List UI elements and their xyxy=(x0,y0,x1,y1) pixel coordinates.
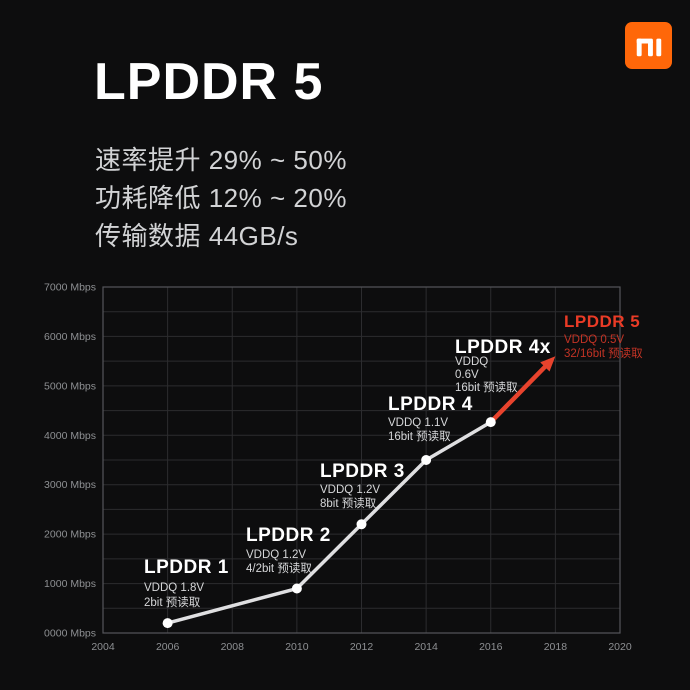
annotation-detail: VDDQ 1.2V xyxy=(320,484,380,496)
x-tick-label: 2008 xyxy=(221,641,245,653)
annotation-detail: 16bit 预读取 xyxy=(388,429,451,443)
annotation-detail: 2bit 预读取 xyxy=(144,595,201,609)
feature-list: 速率提升 29% ~ 50% 功耗降低 12% ~ 20% 传输数据 44GB/… xyxy=(95,141,347,255)
x-tick-label: 2014 xyxy=(414,641,438,653)
annotation-detail: 0.6V xyxy=(455,369,479,381)
series-line xyxy=(165,420,493,625)
projection-arrowhead xyxy=(540,356,556,372)
annotation-name-lpddr-3: LPDDR 3 xyxy=(320,461,405,482)
x-tick-label: 2006 xyxy=(156,641,180,653)
annotation-detail: VDDQ 0.5V xyxy=(564,334,624,346)
annotation-name-lpddr-4x: LPDDR 4x xyxy=(455,337,551,358)
annotation-detail: VDDQ 1.8V xyxy=(144,582,204,594)
x-tick-label: 2018 xyxy=(544,641,568,653)
y-tick-label: 5000 Mbps xyxy=(44,380,96,392)
y-tick-label: 7000 Mbps xyxy=(44,282,96,294)
annotation-detail: VDDQ 1.1V xyxy=(388,417,448,429)
data-point-lpddr-1 xyxy=(162,618,173,629)
x-tick-label: 2012 xyxy=(350,641,374,653)
projection-line xyxy=(488,361,550,425)
annotation-name-lpddr-4: LPDDR 4 xyxy=(388,394,473,415)
x-tick-label: 2016 xyxy=(479,641,503,653)
annotation-detail: 8bit 预读取 xyxy=(320,496,377,510)
annotation-detail: 32/16bit 预读取 xyxy=(564,346,643,360)
y-tick-label: 4000 Mbps xyxy=(44,430,96,442)
annotation-detail: VDDQ xyxy=(455,356,488,368)
data-point-lpddr-2 xyxy=(291,583,302,594)
annotation-detail: 4/2bit 预读取 xyxy=(246,561,312,575)
y-tick-label: 6000 Mbps xyxy=(44,331,96,343)
x-tick-label: 2010 xyxy=(285,641,309,653)
data-point-lpddr-4x xyxy=(485,417,496,428)
y-tick-label: 0000 Mbps xyxy=(44,628,96,640)
annotation-detail: VDDQ 1.2V xyxy=(246,549,306,561)
mi-logo-icon xyxy=(636,38,662,57)
xiaomi-logo xyxy=(625,22,672,69)
annotation-detail: 16bit 预读取 xyxy=(455,380,518,394)
data-point-lpddr-3 xyxy=(356,519,367,530)
feature-power: 功耗降低 12% ~ 20% xyxy=(95,183,347,213)
data-point-lpddr-4 xyxy=(421,455,432,465)
feature-speed: 速率提升 29% ~ 50% xyxy=(95,145,347,175)
page-title: LPDDR 5 xyxy=(94,53,324,111)
x-tick-label: 2004 xyxy=(91,641,115,653)
x-tick-label: 2020 xyxy=(608,641,632,653)
y-tick-label: 1000 Mbps xyxy=(44,578,96,590)
annotation-name-lpddr-2: LPDDR 2 xyxy=(246,525,331,546)
y-tick-label: 2000 Mbps xyxy=(44,529,96,541)
y-tick-label: 3000 Mbps xyxy=(44,479,96,491)
annotation-name-lpddr-1: LPDDR 1 xyxy=(144,557,229,578)
annotation-name-lpddr-5: LPDDR 5 xyxy=(564,312,640,331)
feature-bandwidth: 传输数据 44GB/s xyxy=(95,221,299,251)
plot-border xyxy=(102,286,621,634)
